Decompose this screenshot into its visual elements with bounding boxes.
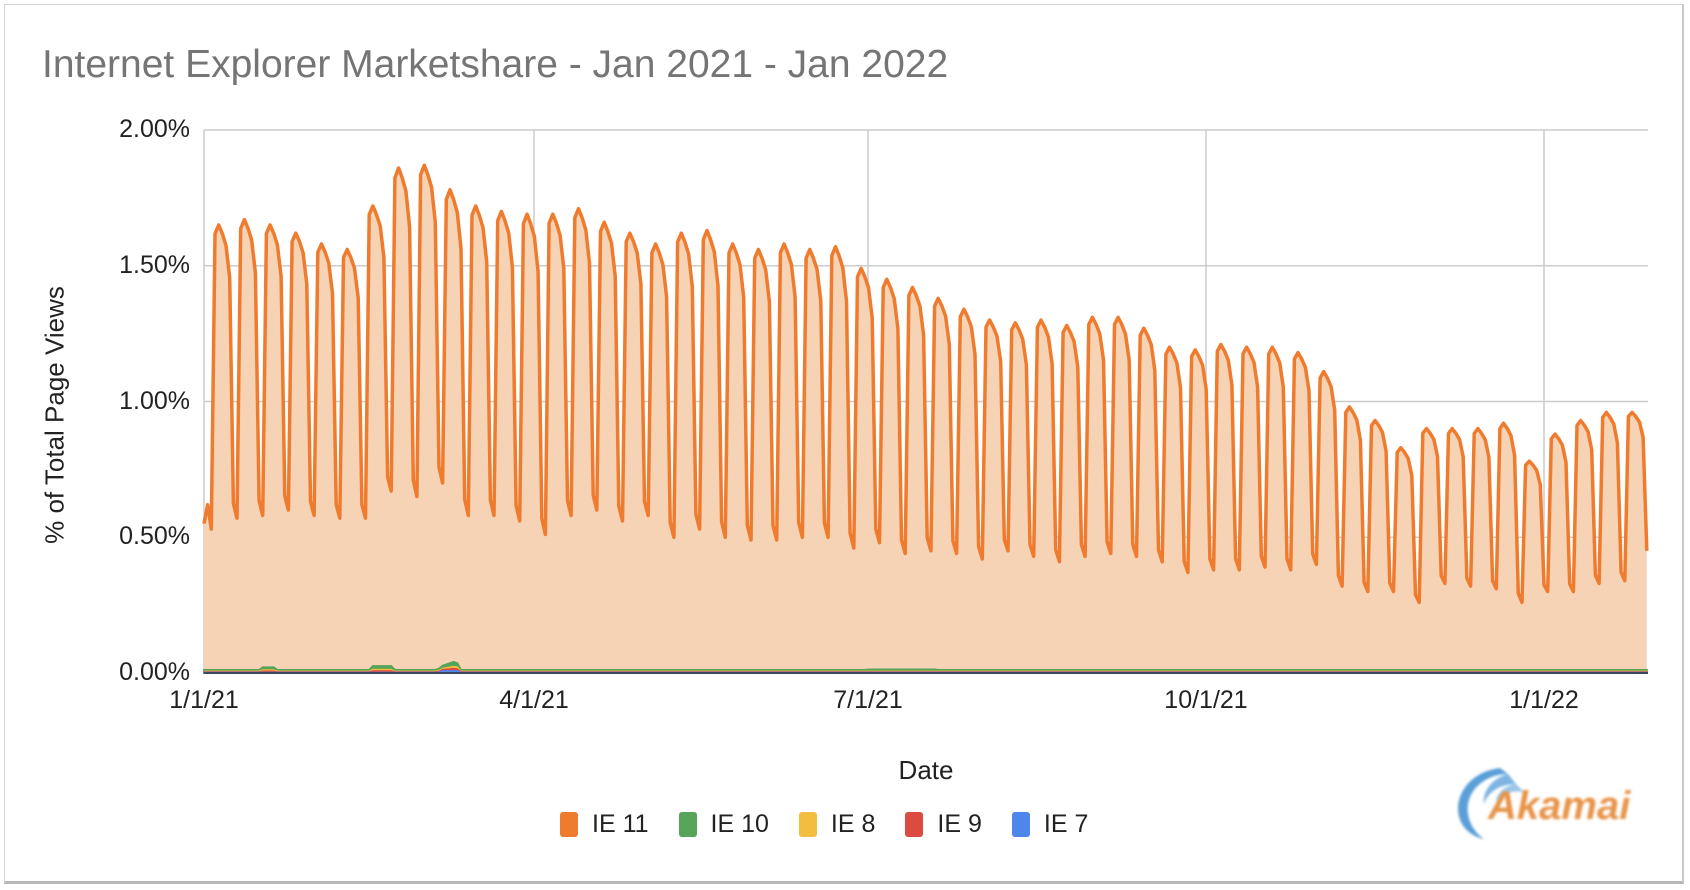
- akamai-logo: Akamai: [1448, 762, 1638, 842]
- legend-item-ie7[interactable]: IE 7: [1011, 810, 1089, 839]
- y-tick-label: 1.50%: [119, 251, 190, 279]
- legend-swatch-icon: [798, 812, 817, 837]
- x-tick-label: 1/1/21: [169, 686, 239, 714]
- legend: IE 11 IE 10 IE 8 IE 9 IE 7: [560, 810, 1088, 839]
- legend-label: IE 10: [710, 810, 769, 838]
- legend-swatch-icon: [678, 812, 697, 837]
- legend-item-ie10[interactable]: IE 10: [678, 810, 769, 839]
- legend-swatch-icon: [560, 812, 578, 837]
- x-tick-label: 7/1/21: [833, 686, 903, 714]
- legend-label: IE 11: [592, 810, 649, 838]
- x-tick-label: 10/1/21: [1164, 686, 1248, 714]
- legend-swatch-icon: [905, 812, 924, 837]
- y-tick-label: 0.50%: [119, 522, 190, 550]
- legend-label: IE 9: [937, 810, 982, 838]
- legend-label: IE 8: [830, 810, 876, 838]
- legend-swatch-icon: [1011, 812, 1030, 837]
- legend-item-ie9[interactable]: IE 9: [905, 810, 982, 839]
- akamai-wave-icon: [1458, 768, 1524, 839]
- y-tick-label: 2.00%: [119, 115, 190, 143]
- legend-item-ie11[interactable]: IE 11: [560, 810, 649, 839]
- legend-label: IE 7: [1043, 810, 1089, 838]
- y-tick-label: 1.00%: [119, 387, 190, 415]
- x-tick-label: 1/1/22: [1509, 686, 1579, 714]
- chart-title: Internet Explorer Marketshare - Jan 2021…: [42, 43, 949, 86]
- legend-item-ie8[interactable]: IE 8: [798, 810, 876, 839]
- y-tick-label: 0.00%: [119, 658, 190, 686]
- akamai-logo-text: Akamai: [1488, 784, 1631, 828]
- x-tick-label: 4/1/21: [499, 686, 569, 714]
- x-axis-title: Date: [898, 755, 954, 785]
